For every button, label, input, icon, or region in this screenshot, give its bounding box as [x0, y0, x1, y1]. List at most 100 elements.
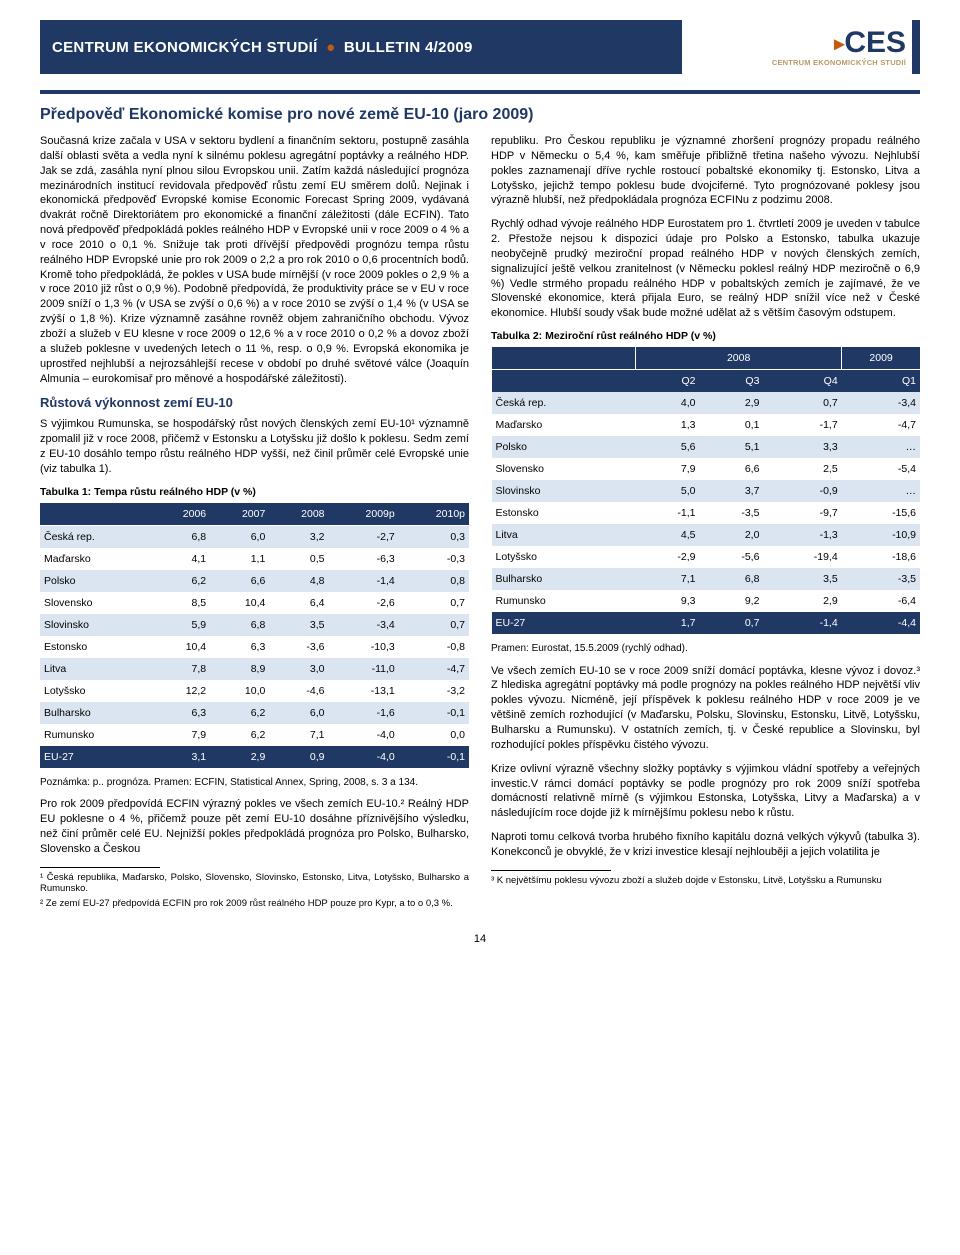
td: 12,2: [151, 680, 210, 702]
td: -3,2: [399, 680, 469, 702]
horizontal-rule: [40, 90, 920, 94]
td: Slovensko: [492, 458, 636, 480]
th: Q1: [842, 370, 920, 393]
para: republiku. Pro Českou republiku je význa…: [491, 134, 920, 208]
td: -1,4: [763, 612, 841, 634]
th: 2008: [636, 347, 842, 370]
td: 7,9: [636, 458, 700, 480]
header-text: CENTRUM EKONOMICKÝCH STUDIÍ ● BULLETIN 4…: [52, 39, 473, 56]
td: 10,4: [151, 636, 210, 658]
td: Lotyšsko: [40, 680, 151, 702]
th: Q4: [763, 370, 841, 393]
td: -6,4: [842, 590, 920, 612]
td: 6,4: [269, 592, 328, 614]
para: Pro rok 2009 předpovídá ECFIN výrazný po…: [40, 797, 469, 856]
table-row: Lotyšsko12,210,0-4,6-13,1-3,2: [40, 680, 469, 702]
th: 2006: [151, 503, 210, 526]
header-left-text: CENTRUM EKONOMICKÝCH STUDIÍ: [52, 39, 318, 56]
td: -9,7: [763, 502, 841, 524]
table2-source: Pramen: Eurostat, 15.5.2009 (rychlý odha…: [491, 642, 920, 656]
td: 5,0: [636, 480, 700, 502]
td: -1,4: [329, 570, 399, 592]
ces-logo: ▸CES CENTRUM EKONOMICKÝCH STUDIÍ: [682, 20, 912, 74]
td: 7,9: [151, 724, 210, 746]
para: Krize ovlivní výrazně všechny složky pop…: [491, 762, 920, 821]
td: -5,6: [699, 546, 763, 568]
td: -2,7: [329, 525, 399, 548]
td: Rumunsko: [492, 590, 636, 612]
table-row: Bulharsko7,16,83,5-3,5: [492, 568, 921, 590]
table-row: Litva7,88,93,0-11,0-4,7: [40, 658, 469, 680]
table1-note: Poznámka: p.. prognóza. Pramen: ECFIN, S…: [40, 776, 469, 790]
td: 6,8: [210, 614, 269, 636]
td: Česká rep.: [492, 392, 636, 414]
footnote: ³ K největšímu poklesu vývozu zboží a sl…: [491, 875, 920, 887]
th: Q3: [699, 370, 763, 393]
table2-caption: Tabulka 2: Meziroční růst reálného HDP (…: [491, 330, 920, 342]
td: 7,1: [636, 568, 700, 590]
td: 4,8: [269, 570, 328, 592]
td: 6,8: [699, 568, 763, 590]
footnote-separator: [40, 867, 160, 868]
table-row: Rumunsko9,39,22,9-6,4: [492, 590, 921, 612]
td: Polsko: [492, 436, 636, 458]
td: 9,2: [699, 590, 763, 612]
para: S výjimkou Rumunska, se hospodářský růst…: [40, 417, 469, 476]
table-row: Česká rep.6,86,03,2-2,70,3: [40, 525, 469, 548]
td: 4,1: [151, 548, 210, 570]
th: [40, 503, 151, 526]
td: -13,1: [329, 680, 399, 702]
td: 1,3: [636, 414, 700, 436]
footnote: ¹ Česká republika, Maďarsko, Polsko, Slo…: [40, 872, 469, 896]
td: 0,7: [699, 612, 763, 634]
td: Slovinsko: [492, 480, 636, 502]
th: 2009: [842, 347, 920, 370]
td: 0,7: [763, 392, 841, 414]
table-row: Bulharsko6,36,26,0-1,6-0,1: [40, 702, 469, 724]
td: Polsko: [40, 570, 151, 592]
page-root: CENTRUM EKONOMICKÝCH STUDIÍ ● BULLETIN 4…: [0, 0, 960, 965]
table-row: Polsko6,26,64,8-1,40,8: [40, 570, 469, 592]
td: -10,9: [842, 524, 920, 546]
td: …: [842, 480, 920, 502]
table-total-row: EU-271,70,7-1,4-4,4: [492, 612, 921, 634]
table-row: Slovinsko5,96,83,5-3,40,7: [40, 614, 469, 636]
td: 2,0: [699, 524, 763, 546]
td: 3,7: [699, 480, 763, 502]
td: -0,1: [399, 746, 469, 768]
td: -10,3: [329, 636, 399, 658]
td: 0,3: [399, 525, 469, 548]
td: Maďarsko: [492, 414, 636, 436]
td: 0,1: [699, 414, 763, 436]
sub-heading: Růstová výkonnost zemí EU-10: [40, 395, 469, 410]
td: 2,9: [699, 392, 763, 414]
table1-caption: Tabulka 1: Tempa růstu reálného HDP (v %…: [40, 486, 469, 498]
td: 3,5: [763, 568, 841, 590]
td: 0,8: [399, 570, 469, 592]
td: -1,3: [763, 524, 841, 546]
td: 0,5: [269, 548, 328, 570]
td: Slovensko: [40, 592, 151, 614]
right-column: republiku. Pro Českou republiku je význa…: [491, 134, 920, 913]
td: 4,5: [636, 524, 700, 546]
td: 3,1: [151, 746, 210, 768]
footnote: ² Ze zemí EU-27 předpovídá ECFIN pro rok…: [40, 898, 469, 910]
td: Rumunsko: [40, 724, 151, 746]
td: -3,5: [699, 502, 763, 524]
td: 5,1: [699, 436, 763, 458]
td: -18,6: [842, 546, 920, 568]
td: 6,2: [210, 724, 269, 746]
td: Maďarsko: [40, 548, 151, 570]
table-row: Česká rep.4,02,90,7-3,4: [492, 392, 921, 414]
th: 2010p: [399, 503, 469, 526]
td: …: [842, 436, 920, 458]
td: 6,2: [151, 570, 210, 592]
header-bar: CENTRUM EKONOMICKÝCH STUDIÍ ● BULLETIN 4…: [40, 20, 920, 74]
td: -1,7: [763, 414, 841, 436]
td: 5,6: [636, 436, 700, 458]
table-row: Slovensko8,510,46,4-2,60,7: [40, 592, 469, 614]
table-row: Litva4,52,0-1,3-10,9: [492, 524, 921, 546]
td: 6,0: [269, 702, 328, 724]
table-row: Rumunsko7,96,27,1-4,00,0: [40, 724, 469, 746]
para: Rychlý odhad vývoje reálného HDP Eurosta…: [491, 217, 920, 321]
